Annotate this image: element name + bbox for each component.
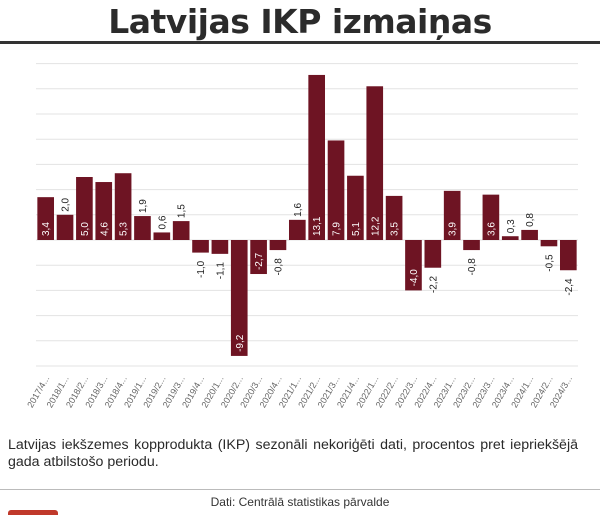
- data-label: -2,7: [254, 252, 265, 270]
- title-divider: [0, 41, 600, 44]
- bar: [37, 197, 55, 240]
- bar: [114, 173, 132, 240]
- bar: [56, 214, 74, 240]
- bar: [327, 140, 345, 240]
- bar: [559, 240, 577, 271]
- data-label: -4,0: [409, 269, 420, 287]
- data-label: 0,8: [525, 213, 536, 227]
- bar: [172, 221, 190, 240]
- data-label: -1,0: [196, 260, 207, 278]
- data-label: -0,5: [544, 254, 555, 272]
- bar: [385, 195, 403, 240]
- data-label: 3,5: [390, 222, 401, 236]
- bar: [308, 74, 326, 240]
- data-label: 3,6: [486, 222, 497, 236]
- brand-tab: [8, 510, 58, 515]
- bar: [134, 216, 151, 240]
- chart-caption: Latvijas iekšzemes kopprodukta (IKP) sez…: [8, 437, 578, 470]
- data-label: 5,0: [80, 222, 91, 236]
- bar: [153, 232, 171, 240]
- data-label: 5,1: [351, 222, 362, 236]
- caption-divider: [0, 489, 600, 490]
- bar: [424, 240, 442, 268]
- data-label: 13,1: [312, 216, 323, 236]
- bar: [192, 240, 209, 253]
- data-labels: 3,4 2,0 5,0 4,6 5,3 1,9 0,6 1,5 -1,0 -1,1 -9,2 -2,7…: [41, 197, 575, 351]
- bar: [463, 240, 480, 251]
- data-label: 4,6: [99, 222, 110, 236]
- bar-chart: 3,4 2,0 5,0 4,6 5,3 1,9 0,6 1,5 -1,0 -1,1 -9,2 -2,7…: [25, 63, 578, 409]
- bar: [443, 190, 461, 240]
- data-source: Dati: Centrālā statistikas pārvalde: [210, 495, 390, 509]
- data-label: -9,2: [235, 334, 246, 352]
- bar: [230, 240, 248, 356]
- x-tick-labels: 2017/4...2018/1...2018/2...2018/3...2018…: [25, 374, 574, 409]
- data-label: -0,8: [273, 258, 284, 276]
- data-label: 12,2: [370, 216, 381, 236]
- bars: [37, 74, 577, 356]
- bar: [366, 86, 384, 240]
- data-label: 0,6: [157, 215, 168, 229]
- data-label: 0,3: [506, 219, 517, 233]
- data-label: 2,0: [61, 197, 72, 211]
- data-label: 3,9: [448, 222, 459, 236]
- bar: [211, 240, 229, 254]
- data-label: -2,2: [428, 275, 439, 293]
- data-label: 1,6: [293, 203, 304, 217]
- bar: [95, 182, 113, 240]
- bar: [482, 194, 500, 240]
- data-label: 1,5: [177, 204, 188, 218]
- bar: [347, 175, 364, 240]
- data-label: 3,4: [41, 222, 52, 236]
- data-label: -0,8: [467, 258, 478, 276]
- bar: [269, 240, 287, 251]
- bar: [501, 236, 519, 240]
- chart-title: Latvijas IKP izmaiņas: [108, 2, 492, 41]
- data-label: 7,9: [332, 222, 343, 236]
- data-label: -1,1: [215, 262, 226, 280]
- data-label: 5,3: [119, 222, 130, 236]
- bar: [405, 240, 422, 291]
- data-label: 1,9: [138, 199, 149, 213]
- bar: [76, 177, 93, 240]
- bar: [540, 240, 558, 247]
- bar: [521, 229, 538, 240]
- data-label: -2,4: [564, 278, 575, 296]
- bar: [250, 240, 267, 275]
- bar: [288, 219, 306, 240]
